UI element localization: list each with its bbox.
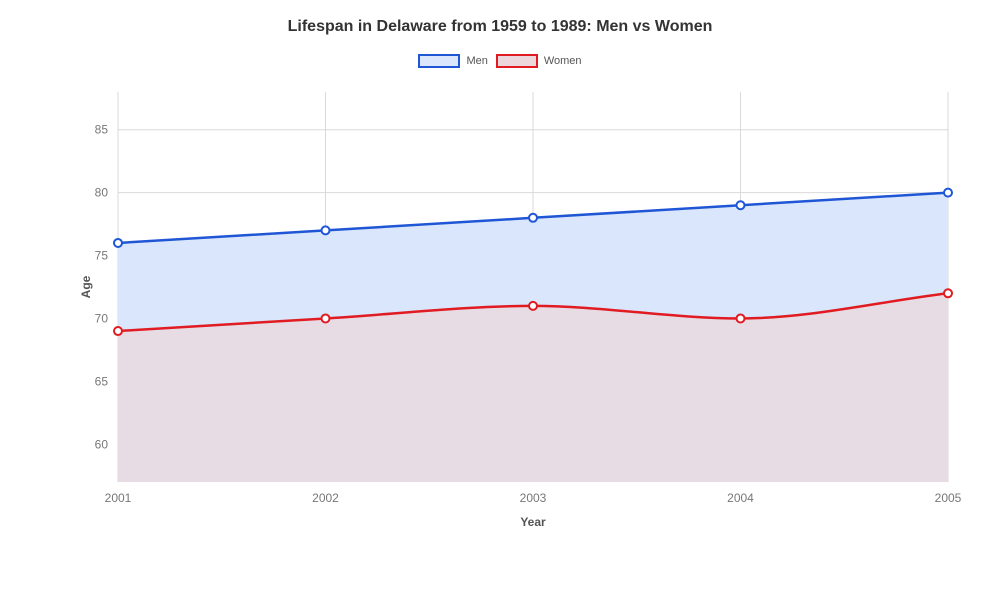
x-axis-label: Year <box>520 515 546 529</box>
y-tick-label: 80 <box>95 186 109 200</box>
y-tick-label: 85 <box>95 123 109 137</box>
y-ticks: 60 65 70 75 80 85 <box>95 123 109 452</box>
legend-label-men: Men <box>466 55 487 67</box>
legend-swatch-men <box>418 54 460 68</box>
y-tick-label: 65 <box>95 374 109 388</box>
legend-label-women: Women <box>544 55 582 67</box>
plot-area: 606570758085 20012002200320042005 Age Ye… <box>78 82 958 522</box>
legend-swatch-women <box>496 54 538 68</box>
chart-container: Lifespan in Delaware from 1959 to 1989: … <box>0 0 1000 600</box>
y-tick-label: 70 <box>95 311 109 325</box>
legend-item-men: Men <box>418 54 487 68</box>
y-tick-label: 60 <box>95 437 109 451</box>
x-tick-label: 2002 <box>312 491 339 505</box>
x-tick-label: 2004 <box>727 491 754 505</box>
y-tick-label: 75 <box>95 249 109 263</box>
legend: Men Women <box>0 54 1000 68</box>
chart-title: Lifespan in Delaware from 1959 to 1989: … <box>0 18 1000 36</box>
x-tick-label: 2001 <box>105 491 132 505</box>
x-tick-label: 2005 <box>935 491 962 505</box>
legend-item-women: Women <box>496 54 582 68</box>
y-axis-label: Age <box>79 275 93 298</box>
x-tick-label: 2003 <box>520 491 547 505</box>
x-ticks: 2001 2002 2003 2004 2005 <box>105 491 962 505</box>
series-group <box>114 189 952 482</box>
